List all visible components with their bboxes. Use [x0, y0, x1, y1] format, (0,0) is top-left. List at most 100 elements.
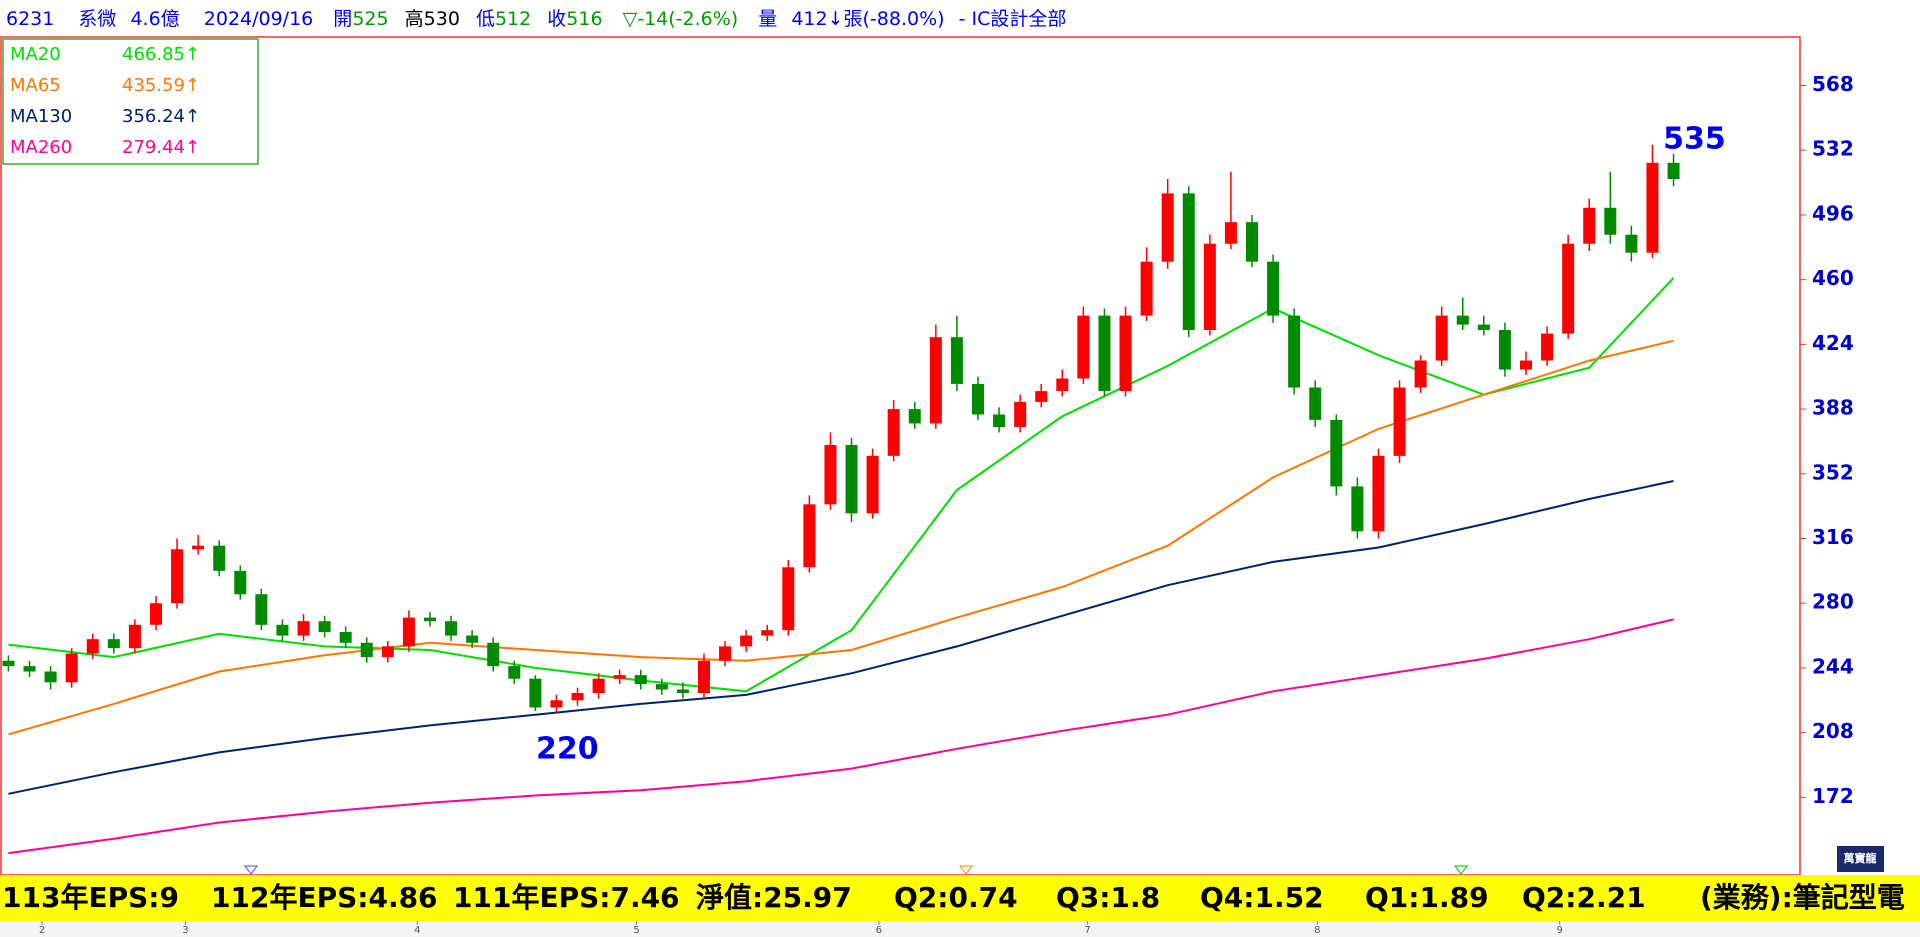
candle-body — [1267, 261, 1280, 316]
candle-body — [761, 630, 774, 636]
candle-body — [613, 675, 626, 679]
legend-label: MA260 — [10, 137, 72, 158]
ma-line — [8, 277, 1675, 693]
candle-body — [655, 684, 668, 690]
legend-value: 279.44↑ — [122, 137, 200, 158]
header: 6231 系微 4.6億 2024/09/16 開525 高530 低512 收… — [6, 8, 1066, 30]
footer-item: 111年EPS:7.46 — [453, 881, 680, 914]
candle-body — [1098, 315, 1111, 392]
y-tick-label: 316 — [1812, 525, 1854, 549]
legend-value: 435.59↑ — [122, 75, 200, 96]
high-label: 高 — [405, 8, 424, 30]
candle-body — [339, 631, 352, 643]
footer-item: Q2:2.21 — [1522, 881, 1646, 914]
footer-item: Q1:1.89 — [1365, 881, 1489, 914]
candle-body — [592, 678, 605, 694]
date-axis — [0, 921, 1920, 937]
y-tick-label: 568 — [1812, 72, 1854, 96]
candle-body — [213, 545, 226, 571]
candle-body — [466, 635, 479, 643]
candle-body — [23, 666, 36, 672]
candle-body — [1541, 333, 1554, 361]
footer-item: Q4:1.52 — [1200, 881, 1324, 914]
candle-body — [1161, 193, 1174, 262]
candle-body — [1224, 222, 1237, 244]
candle-body — [1288, 315, 1301, 388]
footer: 113年EPS:9 112年EPS:4.86 111年EPS:7.46 淨值:25.9… — [2, 881, 1905, 914]
y-tick-label: 460 — [1812, 266, 1854, 290]
capital: 4.6億 — [130, 8, 179, 30]
candle-body — [950, 337, 963, 384]
marker — [244, 865, 258, 875]
candle-body — [866, 455, 879, 514]
stock-code: 6231 — [6, 8, 54, 30]
candle-body — [1414, 360, 1427, 388]
candle-body — [1309, 387, 1322, 420]
logo-box — [1837, 846, 1884, 872]
x-tick-label: 2 — [39, 925, 45, 936]
stock-name: 系微 — [78, 8, 116, 30]
open-value: 525 — [352, 8, 388, 30]
candle-body — [234, 570, 247, 595]
marker — [1454, 865, 1468, 875]
footer-item: Q3:1.8 — [1056, 881, 1160, 914]
low-annotation: 220 — [536, 732, 599, 767]
candle-body — [719, 646, 732, 661]
x-axis: 2 3 4 5 6 7 8 9 — [39, 921, 1563, 936]
candle-body — [1393, 387, 1406, 456]
y-tick-label: 244 — [1812, 654, 1854, 678]
candle-body — [360, 642, 373, 658]
candle-body — [1562, 243, 1575, 334]
change: ▽-14(-2.6%) — [623, 8, 739, 30]
ma-line — [8, 339, 1674, 736]
candle-body — [44, 671, 57, 683]
footer-item: Q2:0.74 — [894, 881, 1018, 914]
y-tick-label: 208 — [1812, 719, 1854, 743]
candle-body — [1435, 315, 1448, 361]
candle-body — [550, 700, 563, 708]
candle-body — [824, 445, 837, 505]
plot-area: 535 220 — [2, 122, 1726, 855]
candle-body — [1077, 315, 1090, 379]
candle-body — [1583, 207, 1596, 244]
x-tick-label: 6 — [876, 925, 882, 936]
candle-body — [318, 621, 331, 632]
legend-box — [2, 38, 259, 165]
footer-item: 113年EPS:9 — [2, 881, 179, 914]
candle-body — [1182, 193, 1195, 330]
candle-body — [86, 639, 99, 654]
x-tick-label: 4 — [414, 925, 420, 936]
x-tick-label: 9 — [1557, 925, 1563, 936]
candle-body — [1519, 360, 1532, 370]
logo: 萬寶龍 — [1844, 851, 1877, 865]
candle-body — [782, 567, 795, 631]
high-value: 530 — [424, 8, 460, 30]
close-value: 516 — [566, 8, 602, 30]
footer-bar — [0, 875, 1920, 921]
candle-body — [445, 621, 458, 636]
close-label: 收 — [547, 8, 566, 30]
candle-body — [1014, 401, 1027, 428]
candle-body — [297, 621, 310, 636]
low-value: 512 — [495, 8, 531, 30]
footer-item: (業務):筆記型電 — [1700, 881, 1905, 914]
sector: - IC設計全部 — [959, 8, 1067, 30]
x-tick-label: 7 — [1084, 925, 1090, 936]
legend-label: MA20 — [10, 44, 61, 65]
y-tick-label: 424 — [1812, 331, 1854, 355]
y-tick-label: 388 — [1812, 396, 1854, 420]
candle-body — [2, 660, 15, 667]
candle-body — [1245, 222, 1258, 262]
candle-body — [845, 445, 858, 514]
candle-body — [1035, 391, 1048, 402]
candle-body — [276, 624, 289, 636]
candle-body — [1604, 207, 1617, 235]
candle-body — [571, 693, 584, 701]
candle-body — [255, 594, 268, 625]
candle-body — [887, 409, 900, 456]
candle-body — [676, 689, 689, 694]
marker — [959, 865, 973, 875]
y-tick-label: 352 — [1812, 460, 1854, 484]
